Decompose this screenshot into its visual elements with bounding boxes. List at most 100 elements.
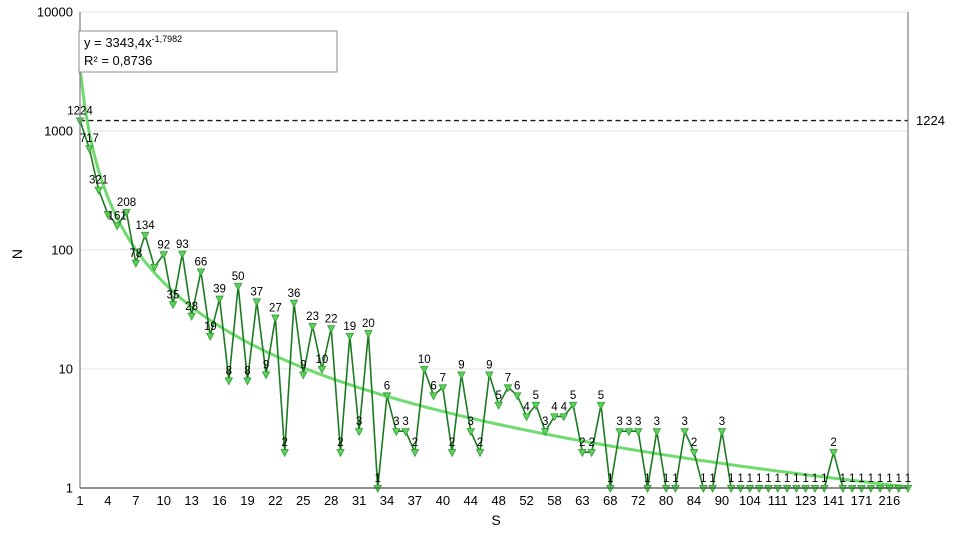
- data-point-label: 22: [325, 313, 338, 325]
- x-tick-label: 141: [823, 493, 845, 508]
- data-point-label: 28: [185, 301, 198, 313]
- data-point-label: 19: [343, 321, 356, 333]
- data-point-marker: [466, 428, 476, 437]
- data-point-label: 1: [607, 473, 613, 485]
- equation-text: y = 3343,4x-1,7982: [84, 34, 182, 50]
- data-point-label: 23: [306, 311, 319, 323]
- x-tick-label: 84: [687, 493, 701, 508]
- data-point-label: 50: [232, 271, 245, 283]
- x-tick-label: 58: [547, 493, 561, 508]
- data-point-marker: [392, 428, 401, 437]
- data-point-label: 9: [300, 359, 306, 371]
- reference-line-group: 1224: [80, 113, 945, 128]
- data-point-label: 717: [80, 133, 99, 145]
- y-tick-label: 1: [66, 481, 73, 496]
- equation-box-group: y = 3343,4x-1,7982 R² = 0,8736: [78, 30, 338, 73]
- data-point-label: 1: [812, 473, 818, 485]
- data-point-label: 9: [458, 359, 464, 371]
- gridlines: [80, 11, 908, 370]
- data-point-label: 9: [486, 359, 492, 371]
- data-point-marker: [336, 449, 345, 458]
- data-point-label: 161: [108, 210, 127, 222]
- data-point-marker: [596, 401, 606, 410]
- data-point-marker: [885, 485, 894, 494]
- data-point-marker: [680, 428, 689, 437]
- data-point-marker: [494, 401, 503, 410]
- data-point-label: 208: [117, 197, 136, 209]
- data-point-marker: [485, 371, 494, 380]
- data-point-label: 27: [269, 303, 282, 315]
- data-point-label: 3: [616, 416, 622, 428]
- x-tick-label: 72: [631, 493, 645, 508]
- data-point-marker: [550, 413, 559, 422]
- data-point-marker: [345, 332, 355, 341]
- data-point-marker: [382, 392, 392, 401]
- x-tick-label: 90: [715, 493, 729, 508]
- data-point-label: 39: [213, 284, 226, 296]
- data-point-label: 1: [877, 473, 883, 485]
- data-point-label: 7: [505, 372, 511, 384]
- data-point-label: 1: [672, 473, 678, 485]
- data-point-marker: [178, 250, 187, 259]
- data-point-marker: [261, 371, 271, 380]
- x-tick-label: 171: [851, 493, 873, 508]
- x-tick-label: 10: [156, 493, 170, 508]
- data-point-label: 1: [784, 473, 790, 485]
- data-point-label: 1: [375, 473, 381, 485]
- data-point-marker: [410, 449, 420, 458]
- reference-line-label-right: 1224: [916, 113, 945, 128]
- data-point-marker: [308, 322, 317, 332]
- data-point-marker: [280, 449, 289, 458]
- data-point-label: 5: [495, 390, 501, 402]
- data-point-marker: [317, 366, 327, 375]
- data-point-marker: [512, 392, 522, 401]
- y-tick-label: 1000: [44, 124, 73, 139]
- data-point-marker: [736, 485, 745, 494]
- data-point-marker: [438, 384, 448, 393]
- data-point-marker: [559, 413, 569, 422]
- data-point-label: 1: [747, 473, 753, 485]
- data-point-label: 134: [136, 220, 156, 232]
- y-axis-title: N: [9, 249, 25, 259]
- x-tick-label: 40: [436, 493, 450, 508]
- x-tick-label: 7: [132, 493, 139, 508]
- data-point-marker: [354, 428, 364, 437]
- y-tick-label: 100: [51, 243, 73, 258]
- data-point-label: 1: [849, 473, 855, 485]
- data-point-marker: [568, 401, 578, 410]
- data-point-marker: [150, 263, 159, 273]
- data-point-label: 6: [384, 380, 390, 392]
- data-point-label: 1224: [67, 106, 93, 118]
- data-point-label: 10: [315, 354, 328, 366]
- data-point-marker: [215, 295, 224, 304]
- data-point-marker: [326, 325, 336, 334]
- data-point-marker: [847, 485, 857, 494]
- data-point-label: 4: [523, 401, 530, 413]
- data-point-label: 3: [719, 416, 725, 428]
- data-point-marker: [85, 145, 94, 154]
- data-point-marker: [159, 251, 168, 260]
- data-point-marker: [866, 485, 876, 494]
- data-point-label: 9: [263, 359, 269, 371]
- x-tick-label: 28: [324, 493, 338, 508]
- data-point-label: 1: [765, 473, 771, 485]
- x-tick-label: 80: [659, 493, 673, 508]
- x-axis-title: S: [491, 512, 500, 528]
- data-point-label: 1: [728, 473, 734, 485]
- data-point-marker: [689, 449, 699, 458]
- data-point-marker: [624, 428, 634, 437]
- data-point-label: 5: [570, 390, 576, 402]
- data-point-label: 37: [250, 286, 263, 298]
- data-point-marker: [606, 485, 615, 494]
- data-point-marker: [838, 485, 848, 494]
- data-point-marker: [196, 268, 206, 277]
- data-point-marker: [820, 485, 829, 494]
- data-point-label: 3: [542, 416, 548, 428]
- data-point-marker: [578, 449, 587, 458]
- data-point-label: 6: [430, 380, 436, 392]
- x-tick-label: 19: [240, 493, 254, 508]
- data-point-label: 1: [905, 473, 911, 485]
